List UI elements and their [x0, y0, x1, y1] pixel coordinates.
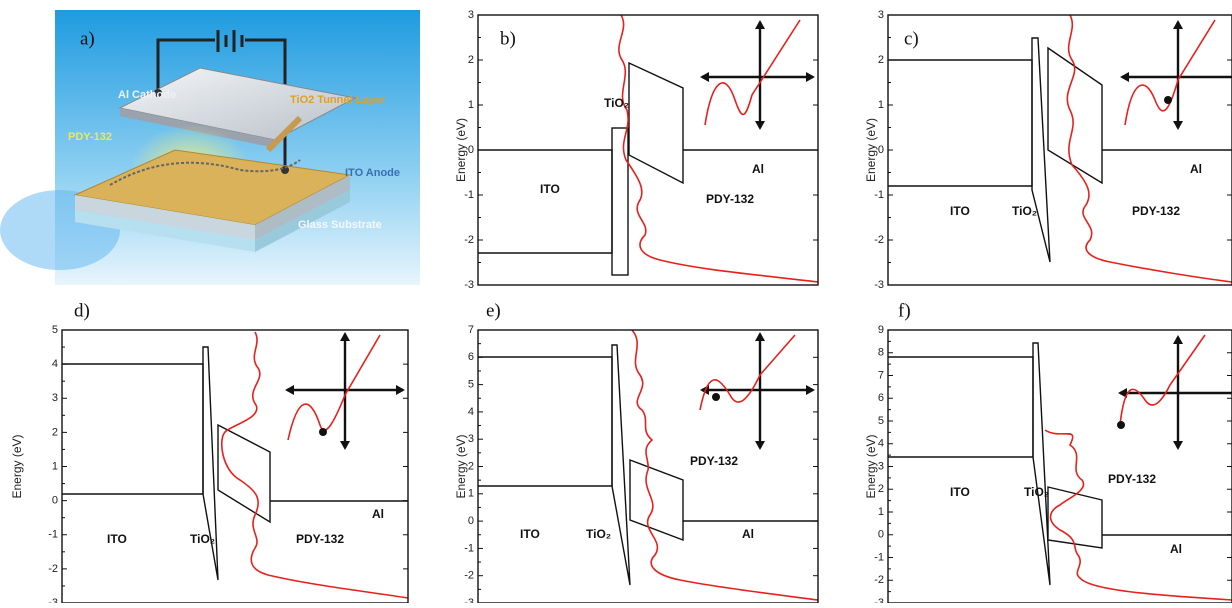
y-axis-label: Energy (eV) [454, 118, 468, 182]
y-tick-label: -3 [874, 279, 884, 291]
panel-label: a) [80, 28, 95, 49]
part-label: Al Cathode [118, 89, 176, 101]
y-tick-label: 1 [52, 460, 58, 472]
layer-label: TiO₂ [1024, 485, 1049, 499]
layer-label: PDY-132 [296, 532, 344, 546]
y-tick-label: 3 [52, 392, 58, 404]
panel-label: b) [500, 28, 516, 49]
y-tick-label: 0 [878, 144, 884, 156]
y-tick-label: -2 [48, 563, 58, 575]
layer-label: PDY-132 [690, 454, 738, 468]
device-schematic: a) Al Cathode TiO2 Tunnel Layer PDY-132 … [0, 10, 420, 285]
y-axis-label: Energy (eV) [10, 434, 24, 498]
panel-label: e) [486, 300, 501, 321]
y-tick-label: 2 [52, 426, 58, 438]
layer-label: ITO [950, 204, 970, 218]
y-tick-label: -2 [874, 574, 884, 586]
y-tick-label: 7 [878, 369, 884, 381]
y-tick-label: 0 [52, 495, 58, 507]
part-label: TiO2 Tunnel Layer [290, 94, 386, 106]
y-tick-label: 1 [468, 488, 474, 500]
layer-label: Al [1190, 162, 1202, 176]
y-tick-label: -2 [464, 234, 474, 246]
layer-label: TiO₂ [604, 96, 629, 110]
layer-label: ITO [107, 532, 127, 546]
y-tick-label: 5 [468, 379, 474, 391]
y-tick-label: 2 [878, 54, 884, 66]
layer-label: PDY-132 [706, 192, 754, 206]
layer-label: ITO [520, 527, 540, 541]
y-tick-label: 0 [468, 515, 474, 527]
layer-label: PDY-132 [1132, 204, 1180, 218]
part-label: PDY-132 [68, 131, 112, 143]
layer-label: TiO₂ [1012, 204, 1037, 218]
layer-label: TiO₂ [190, 532, 215, 546]
y-tick-label: 3 [878, 9, 884, 21]
y-tick-label: 5 [52, 324, 58, 336]
y-tick-label: 3 [468, 9, 474, 21]
y-tick-label: 3 [468, 433, 474, 445]
y-tick-label: 2 [468, 460, 474, 472]
y-tick-label: -1 [464, 542, 474, 554]
y-axis-label: Energy (eV) [864, 434, 878, 498]
part-label: Glass Substrate [298, 219, 382, 231]
axes-frame [61, 329, 409, 604]
layer-label: ITO [540, 182, 560, 196]
y-tick-label: -3 [464, 597, 474, 603]
y-tick-label: 1 [468, 99, 474, 111]
y-tick-label: -1 [464, 189, 474, 201]
y-tick-label: -3 [464, 279, 474, 291]
layer-label: PDY-132 [1108, 472, 1156, 486]
part-label: ITO Anode [345, 167, 400, 179]
y-tick-label: 5 [878, 415, 884, 427]
y-axis-label: Energy (eV) [454, 434, 468, 498]
y-tick-label: 6 [468, 351, 474, 363]
layer-label: Al [742, 527, 754, 541]
panel-label: d) [74, 300, 90, 321]
y-tick-label: 4 [468, 406, 474, 418]
band-diagram [888, 334, 1232, 601]
y-tick-label: 2 [878, 483, 884, 495]
layer-label: Al [372, 507, 384, 521]
y-tick-label: 7 [468, 324, 474, 336]
y-axis-label: Energy (eV) [864, 118, 878, 182]
layer-label: ITO [950, 485, 970, 499]
y-tick-label: -3 [48, 597, 58, 603]
y-tick-label: 2 [468, 54, 474, 66]
layer-label: TiO₂ [586, 527, 611, 541]
y-tick-label: -1 [874, 189, 884, 201]
y-tick-label: -1 [874, 551, 884, 563]
band-diagram [888, 14, 1232, 283]
y-tick-label: 1 [878, 99, 884, 111]
y-tick-label: 4 [52, 358, 58, 370]
y-tick-label: 9 [878, 324, 884, 336]
y-tick-label: 3 [878, 460, 884, 472]
y-tick-label: 4 [878, 438, 884, 450]
y-tick-label: 6 [878, 392, 884, 404]
panel-label: f) [898, 300, 911, 321]
y-tick-label: -2 [874, 234, 884, 246]
band-diagram [478, 329, 819, 601]
layer-label: Al [1170, 542, 1182, 556]
y-tick-label: 8 [878, 347, 884, 359]
panel-label: c) [904, 28, 919, 49]
y-tick-label: 0 [878, 529, 884, 541]
y-tick-label: -3 [874, 597, 884, 603]
y-tick-label: -1 [48, 529, 58, 541]
band-diagram [478, 14, 819, 283]
y-tick-label: 0 [468, 144, 474, 156]
band-diagram [62, 331, 409, 599]
y-tick-label: 1 [878, 506, 884, 518]
layer-label: Al [752, 162, 764, 176]
y-tick-label: -2 [464, 570, 474, 582]
